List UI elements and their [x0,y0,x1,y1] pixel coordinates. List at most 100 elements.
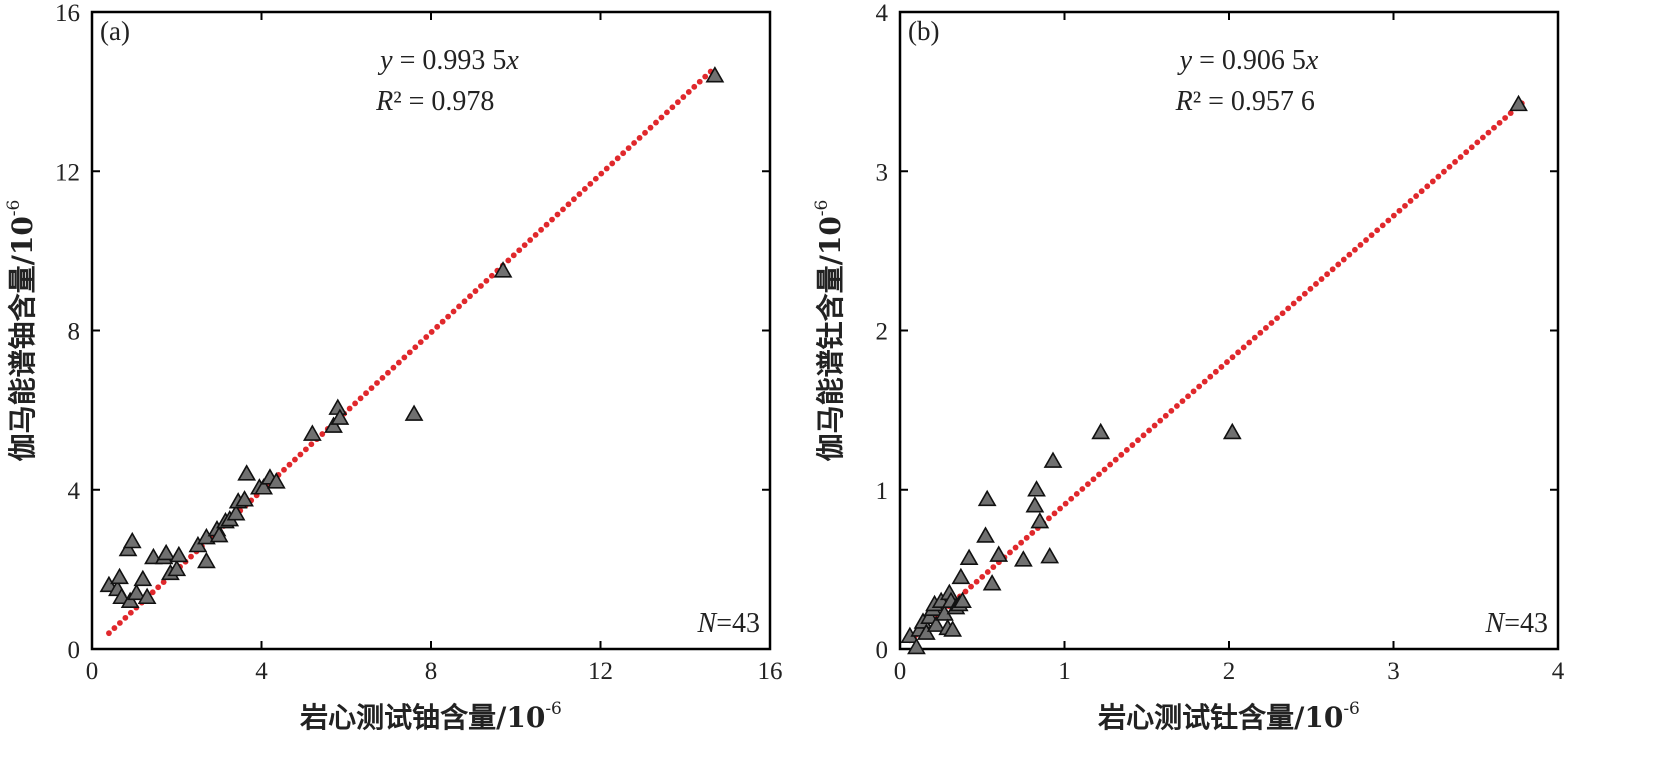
data-point-triangle-icon [926,615,946,632]
fit-line-dot [565,201,572,208]
fit-line-dot [1313,281,1319,287]
fit-line-dot [1029,530,1036,536]
fit-line-dot [1096,471,1102,478]
fit-line-dot [1279,310,1286,317]
fit-line-dot [1318,276,1325,282]
fit-line-dot [406,349,413,356]
fit-line-dot [674,99,681,106]
data-point-triangle-icon [1025,496,1045,513]
y-tick-label: 4 [68,478,81,505]
fit-line-dot [412,344,419,351]
fit-line-dot [308,441,315,448]
fit-line-dot [1496,119,1503,126]
fit-line-dot [122,614,129,621]
fit-line-dot [1502,115,1509,121]
x-axis-title: 岩心测试钍含量/10-6 [1097,699,1360,734]
fit-line-dot [990,564,997,571]
n-symbol: N [697,608,718,639]
data-point-triangle-icon [197,527,216,545]
fit-line-dot [1324,271,1331,278]
fit-line-dot [1435,173,1442,180]
data-point-triangle-icon [1043,451,1063,468]
fit-line-dot [286,461,293,468]
fit-line-dot [1307,285,1314,292]
r2-symbol: R [375,86,393,117]
fit-line-dot [423,334,430,340]
data-point-triangle-icon [209,525,229,543]
fit-line-dot [374,380,380,386]
x-axis-title-exp: -6 [1343,699,1360,719]
fit-line-dot [368,385,375,391]
fit-line-dot [352,400,359,407]
equation-y: y [377,45,393,76]
x-tick-label: 0 [894,658,907,685]
fit-line-dot [609,160,616,167]
fit-line-dot [1424,183,1431,190]
equation-y: y [1177,45,1193,76]
data-point-triangle-icon [959,548,979,566]
fit-line-dot [1335,261,1342,268]
fit-line-dot [1290,300,1297,307]
data-point-triangle-icon [120,591,140,609]
fit-line-dot [1363,237,1369,243]
y-tick-label: 12 [55,159,80,186]
fit-line-dot [450,308,457,315]
fit-line-dot [1407,198,1414,204]
fit-line-dot [680,94,687,100]
fit-line-dot [1168,407,1175,414]
n-value: =43 [1504,608,1548,639]
y-tick-label: 0 [68,637,81,664]
fit-line-dot [631,140,637,146]
data-point-triangle-icon [977,489,997,507]
fit-line-dot [1046,515,1052,522]
x-tick-label: 16 [758,658,783,685]
fit-line-dot [702,73,709,80]
data-point-triangle-icon [266,472,286,489]
fit-line-dot [445,313,452,320]
fit-line-dot [1185,393,1191,400]
data-point-triangle-icon [137,587,157,605]
fit-line-dot [149,589,156,596]
fit-line-dot [302,446,309,453]
fit-line-dot [1441,168,1447,175]
fit-line-dot [685,89,692,95]
x-tick-label: 3 [1387,658,1400,685]
fit-line-dot [614,155,621,162]
fit-line-dot [642,129,648,136]
fit-line-dot [1123,447,1130,453]
n-value: =43 [716,608,760,639]
fit-line-dot [1118,451,1125,458]
fit-line-dot [1251,334,1258,341]
equation-x: x [1305,45,1319,76]
fit-line-dot [592,175,599,182]
data-point-triangle-icon [953,591,972,609]
y-tick-label: 4 [876,0,889,27]
data-point-triangle-icon [122,531,142,549]
fit-line-dot [1301,290,1308,297]
fit-line-dot [319,431,326,437]
fit-line-dot [1357,241,1364,248]
fit-line-dot [1474,139,1481,146]
fit-line-dot [395,359,402,366]
fit-line-dot [1268,320,1275,326]
fit-line-dot [1007,549,1013,556]
y-tick-label: 8 [68,319,81,346]
r-squared: R² = 0.978 [375,86,494,117]
fit-line-dot [127,609,134,616]
data-point-triangle-icon [324,416,343,433]
y-axis-title-text: 伽马能谱铀含量/10 [6,216,39,461]
fit-line-dot [576,191,583,197]
fit-line-dot [401,354,408,361]
fit-line-dot [1457,154,1464,160]
fit-line-dot [1023,534,1030,541]
fit-line-dot [1468,144,1475,151]
fit-line-dot [1285,305,1292,312]
fit-line-dot [1235,349,1241,356]
fit-line-dot [1429,178,1436,185]
data-point-triangle-icon [156,543,176,561]
fit-line-dot [297,451,304,458]
sample-count: N=43 [1485,608,1548,639]
panel-label: (b) [908,16,939,46]
data-point-triangle-icon [118,539,138,557]
